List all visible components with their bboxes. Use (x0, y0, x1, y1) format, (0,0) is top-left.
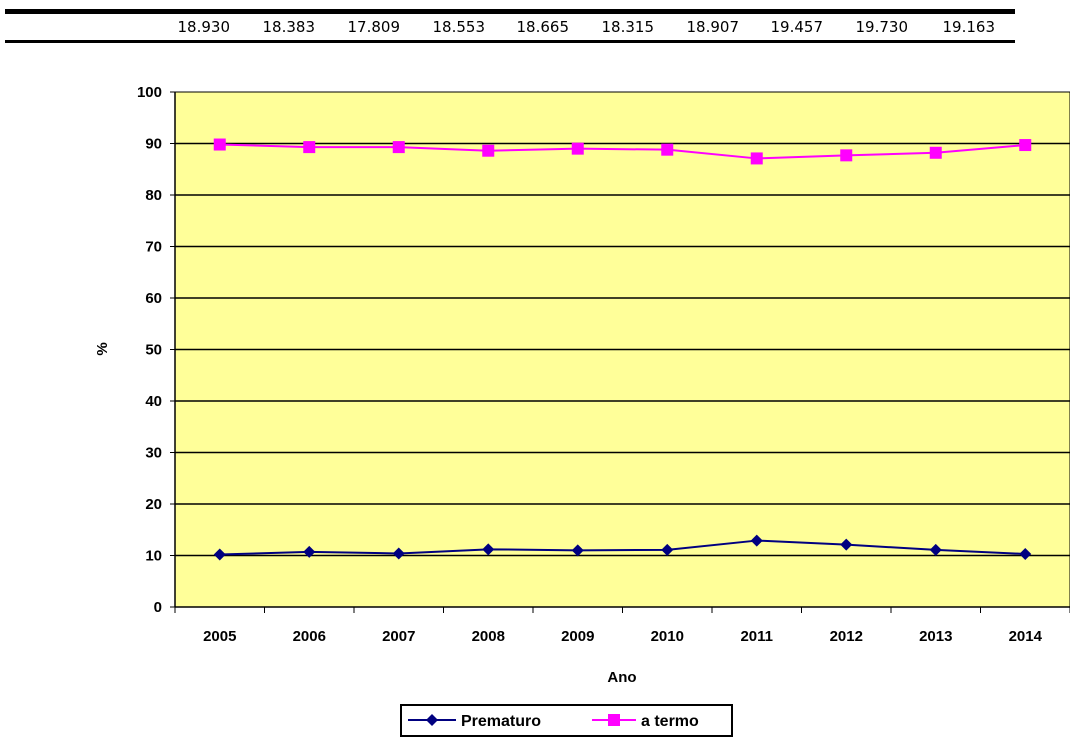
x-axis-label: Ano (607, 669, 636, 686)
data-point-prematuro (392, 547, 405, 560)
y-tick-label: 20 (145, 496, 162, 513)
y-axis-label: % (94, 342, 111, 355)
data-point-a-termo (571, 142, 584, 155)
y-tick-label: 60 (145, 290, 162, 307)
x-tick-label: 2005 (203, 628, 236, 645)
data-point-a-termo (1019, 139, 1032, 152)
x-tick-label: 2014 (1009, 628, 1043, 645)
data-point-prematuro (661, 543, 674, 556)
y-tick-label: 40 (145, 393, 162, 410)
data-point-a-termo (929, 146, 942, 159)
table-top-rule (5, 9, 1015, 14)
total-cell-2011: 18.907 (686, 18, 740, 36)
data-point-prematuro (1019, 547, 1032, 560)
legend-box (400, 704, 733, 737)
total-cell-2010: 18.315 (601, 18, 655, 36)
series-line-a-termo (219, 143, 1026, 160)
y-tick-label: 10 (145, 548, 162, 565)
total-cell-2008: 18.553 (432, 18, 486, 36)
totals-row: 18.930 18.383 17.809 18.553 18.665 18.31… (160, 14, 1020, 40)
total-cell-2013: 19.730 (855, 18, 909, 36)
data-point-prematuro (750, 534, 763, 547)
data-point-prematuro (571, 544, 584, 557)
data-point-a-termo (661, 143, 674, 156)
totals-table: 18.930 18.383 17.809 18.553 18.665 18.31… (0, 0, 1070, 60)
gridlines (175, 142, 1070, 557)
y-tick-label: 70 (145, 239, 162, 256)
axes (170, 91, 1070, 613)
data-point-a-termo (750, 152, 763, 165)
total-cell-2012: 19.457 (770, 18, 824, 36)
y-tick-labels: 0 10 20 30 40 50 60 70 80 90 100 (137, 84, 162, 616)
data-point-prematuro (213, 548, 226, 561)
data-point-prematuro (303, 545, 316, 558)
series-layer (213, 138, 1032, 561)
data-point-a-termo (840, 149, 853, 162)
y-tick-label: 50 (145, 342, 162, 359)
y-tick-label: 90 (145, 136, 162, 153)
x-tick-label: 2011 (740, 628, 773, 645)
x-tick-labels: 2005 2006 2007 2008 2009 2010 2011 2012 2013 2014 (203, 628, 1043, 645)
legend-marker-prematuro (426, 714, 438, 726)
data-point-prematuro (929, 543, 942, 556)
y-tick-label: 30 (145, 445, 162, 462)
x-tick-label: 2009 (561, 628, 594, 645)
x-tick-label: 2006 (293, 628, 326, 645)
legend: Prematuro a termo (400, 704, 733, 737)
x-tick-label: 2010 (651, 628, 684, 645)
data-point-prematuro (840, 538, 853, 551)
y-tick-label: 80 (145, 187, 162, 204)
data-point-a-termo (392, 141, 405, 154)
x-tick-label: 2008 (472, 628, 505, 645)
y-tick-label: 0 (154, 599, 162, 616)
series-line-prematuro (219, 539, 1026, 556)
total-cell-2006: 18.383 (262, 18, 316, 36)
table-bottom-rule (5, 40, 1015, 43)
data-point-a-termo (303, 141, 316, 154)
total-cell-2009: 18.665 (516, 18, 570, 36)
legend-label-prematuro: Prematuro (461, 713, 541, 730)
x-tick-label: 2012 (830, 628, 863, 645)
legend-marker-a-termo (608, 714, 620, 726)
total-cell-2005: 18.930 (177, 18, 231, 36)
x-tick-label: 2013 (919, 628, 952, 645)
data-point-a-termo (482, 144, 495, 157)
legend-label-a-termo: a termo (641, 713, 699, 730)
total-cell-2014: 19.163 (942, 18, 996, 36)
x-tick-label: 2007 (382, 628, 415, 645)
data-point-a-termo (213, 138, 226, 151)
y-tick-label: 100 (137, 84, 162, 101)
data-point-prematuro (482, 543, 495, 556)
total-cell-2007: 17.809 (347, 18, 401, 36)
